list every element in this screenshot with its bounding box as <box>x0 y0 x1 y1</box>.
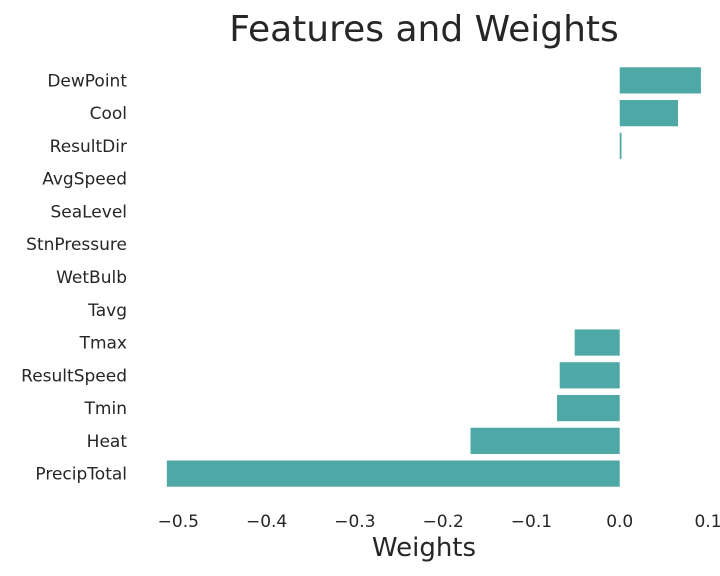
bar-preciptotal <box>166 460 620 487</box>
y-tick-label-preciptotal: PrecipTotal <box>35 465 127 485</box>
y-tick-label-sealevel: SeaLevel <box>50 202 127 222</box>
y-tick-label-heat: Heat <box>87 432 128 452</box>
chart-title: Features and Weights <box>229 9 619 50</box>
y-tick-label-tmax: Tmax <box>79 334 127 354</box>
x-tick-label: −0.2 <box>423 512 464 532</box>
y-tick-label-resultdir: ResultDir <box>50 137 127 157</box>
x-tick-label: 0.0 <box>606 512 633 532</box>
x-tick-label: −0.5 <box>158 512 199 532</box>
y-tick-label-stnpressure: StnPressure <box>26 235 127 255</box>
x-axis-label: Weights <box>372 533 476 563</box>
y-tick-label-tavg: Tavg <box>87 301 127 321</box>
bar-dewpoint <box>619 67 701 94</box>
x-tick-label: −0.1 <box>511 512 552 532</box>
y-tick-labels: DewPoint Cool ResultDir AvgSpeed SeaLevel Stn… <box>21 71 127 484</box>
y-tick-label-cool: Cool <box>90 104 127 124</box>
y-tick-label-dewpoint: DewPoint <box>47 71 127 91</box>
bar-cool <box>619 100 678 127</box>
y-tick-label-resultspeed: ResultSpeed <box>21 366 127 386</box>
bar-heat <box>470 427 620 454</box>
y-tick-label-wetbulb: WetBulb <box>56 268 127 288</box>
x-tick-label: −0.3 <box>334 512 375 532</box>
y-tick-label-tmin: Tmin <box>84 399 127 419</box>
bar-resultdir <box>619 132 622 160</box>
bar-resultspeed <box>559 362 620 389</box>
bars-group <box>166 67 701 487</box>
x-tick-label: 0.1 <box>694 512 720 532</box>
x-tick-label: −0.4 <box>246 512 287 532</box>
bar-tmax <box>574 329 620 356</box>
y-tick-label-avgspeed: AvgSpeed <box>42 170 127 190</box>
bar-tmin <box>557 394 620 422</box>
x-tick-labels: −0.5 −0.4 −0.3 −0.2 −0.1 0.0 0.1 <box>158 512 720 532</box>
